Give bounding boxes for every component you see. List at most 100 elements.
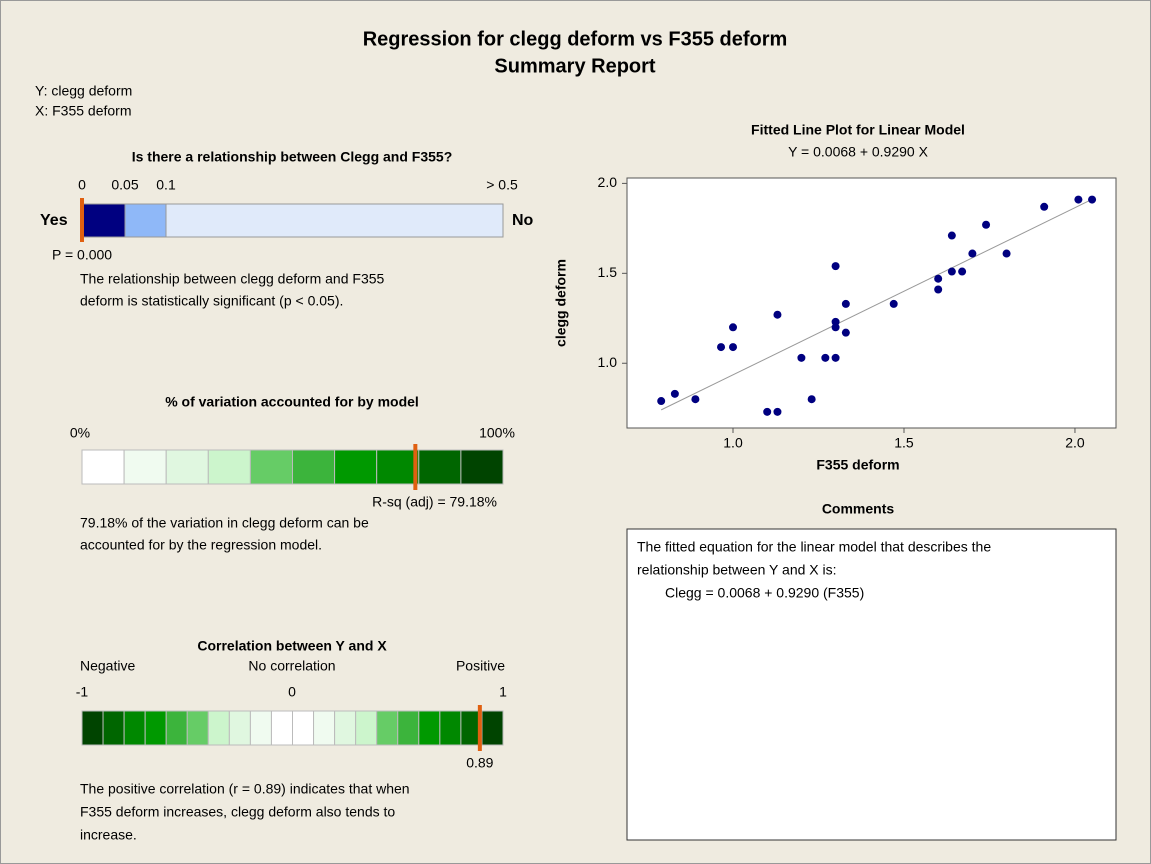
gauge-segment <box>376 710 399 746</box>
tick-label: 100% <box>479 425 515 441</box>
x-axis-title: F355 deform <box>816 457 899 473</box>
point <box>773 310 782 319</box>
r-marker <box>477 705 482 751</box>
comments-box <box>626 528 1117 841</box>
tick-label: 0.1 <box>156 177 176 193</box>
y-tick-label: 1.0 <box>598 354 618 370</box>
gauge-segment <box>292 449 336 485</box>
point <box>889 299 898 308</box>
gauge-segment <box>81 203 126 238</box>
point <box>657 397 666 406</box>
gauge-segment <box>334 710 357 746</box>
point <box>947 267 956 276</box>
gauge-segment <box>81 449 125 485</box>
comment-line: relationship between Y and X is: <box>637 562 837 578</box>
tick-label: -1 <box>76 684 89 700</box>
gauge-segment <box>123 449 167 485</box>
gauge-segment <box>165 710 188 746</box>
tick-label: 0% <box>70 425 90 441</box>
gauge-segment <box>144 710 167 746</box>
gauge-segment <box>165 203 504 238</box>
point <box>831 323 840 332</box>
r-label: 0.89 <box>466 755 493 771</box>
gauge-segment <box>249 449 293 485</box>
gauge: 0.89 <box>81 705 504 771</box>
yes-label: Yes <box>40 212 68 229</box>
point <box>670 389 679 398</box>
point <box>797 353 806 362</box>
point <box>1040 202 1049 211</box>
title: Regression for clegg deform vs F355 defo… <box>363 28 788 50</box>
point <box>821 353 830 362</box>
gauge-segment <box>481 710 504 746</box>
gauge-segment <box>418 449 462 485</box>
text-line: increase. <box>80 827 137 843</box>
section-title: Correlation between Y and X <box>197 638 387 654</box>
text-line: F355 deform increases, clegg deform also… <box>80 804 395 820</box>
point <box>841 328 850 337</box>
tick-label: 1 <box>499 684 507 700</box>
point <box>717 343 726 352</box>
rsq-marker <box>413 444 418 490</box>
end-label: No correlation <box>248 658 335 674</box>
x-tick-label: 1.5 <box>894 435 914 451</box>
tick-label: 0 <box>288 684 296 700</box>
point <box>729 323 738 332</box>
gauge-segment <box>165 449 209 485</box>
subtitle: Summary Report <box>494 55 655 77</box>
gauge <box>81 444 504 490</box>
text-line: The relationship between clegg deform an… <box>80 271 385 287</box>
y-axis-title: clegg deform <box>553 259 569 347</box>
y-tick-label: 2.0 <box>598 174 618 190</box>
y-label: Y: clegg deform <box>35 83 132 99</box>
text-line: The positive correlation (r = 0.89) indi… <box>80 781 410 797</box>
chart-title: Fitted Line Plot for Linear Model <box>751 122 965 138</box>
tick-label: 0 <box>78 177 86 193</box>
point <box>934 285 943 294</box>
point <box>958 267 967 276</box>
gauge-segment <box>460 449 504 485</box>
point <box>934 274 943 283</box>
y-tick-label: 1.5 <box>598 264 618 280</box>
gauge-segment <box>102 710 125 746</box>
no-label: No <box>512 212 534 229</box>
point <box>831 353 840 362</box>
gauge-segment <box>186 710 209 746</box>
tick-label: 0.05 <box>111 177 138 193</box>
end-label: Positive <box>456 658 505 674</box>
gauge-segment <box>207 449 251 485</box>
x-tick-label: 2.0 <box>1065 435 1085 451</box>
gauge-segment <box>355 710 378 746</box>
gauge-segment <box>124 203 167 238</box>
gauge-segment <box>123 710 146 746</box>
point <box>807 395 816 404</box>
rsq-label: R-sq (adj) = 79.18% <box>372 494 497 510</box>
comment-line: The fitted equation for the linear model… <box>637 539 991 555</box>
x-tick-label: 1.0 <box>723 435 743 451</box>
p-label: P = 0.000 <box>52 247 112 263</box>
x-label: X: F355 deform <box>35 103 132 119</box>
text-line: 79.18% of the variation in clegg deform … <box>80 515 369 531</box>
point <box>1074 195 1083 204</box>
gauge-segment <box>313 710 336 746</box>
gauge-segment <box>207 710 230 746</box>
point <box>841 299 850 308</box>
text-line: accounted for by the regression model. <box>80 537 322 553</box>
gauge-segment <box>228 710 251 746</box>
section-title: Is there a relationship between Clegg an… <box>132 149 453 165</box>
point <box>968 249 977 258</box>
point <box>947 231 956 240</box>
gauge-segment <box>439 710 462 746</box>
gauge-segment <box>249 710 272 746</box>
point <box>773 407 782 416</box>
gauge-segment <box>418 710 441 746</box>
chart-subtitle: Y = 0.0068 + 0.9290 X <box>788 144 929 160</box>
point <box>729 343 738 352</box>
gauge-segment <box>292 710 315 746</box>
point <box>691 395 700 404</box>
point <box>982 220 991 229</box>
gauge-segment <box>397 710 420 746</box>
gauge-segment <box>334 449 378 485</box>
point <box>1002 249 1011 258</box>
